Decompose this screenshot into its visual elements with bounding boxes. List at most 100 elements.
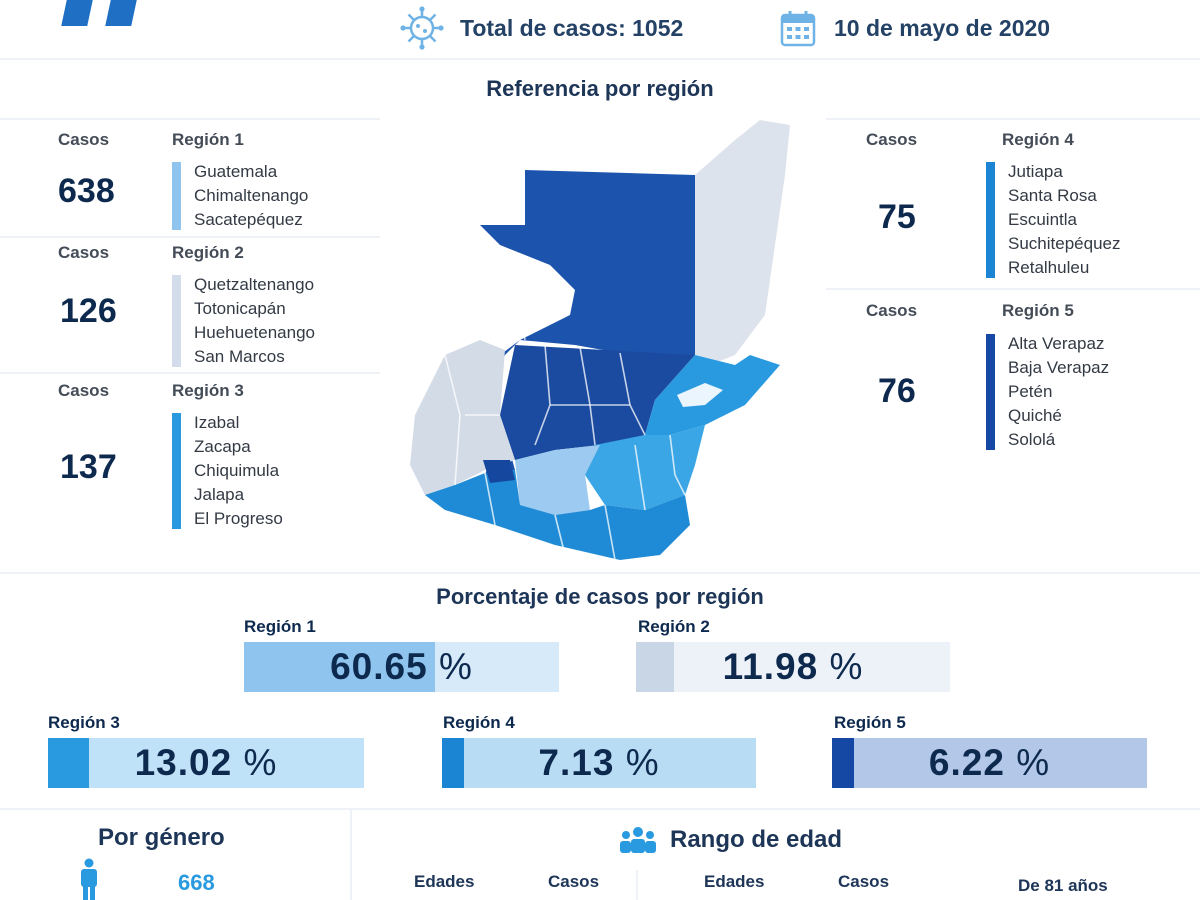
department-name: El Progreso [194, 509, 283, 528]
pct-bar-value: 6.22 % [832, 742, 1147, 784]
divider [0, 808, 1200, 810]
person-icon [81, 858, 97, 900]
divider [826, 118, 1200, 120]
pct-bar-value: 13.02 % [48, 742, 364, 784]
region-3-cases: 137 [60, 448, 117, 486]
divider [0, 236, 380, 238]
map-area-region-5 [480, 170, 695, 475]
age-group-81-plus: De 81 años [1018, 876, 1108, 895]
region-3-label: Región 3 [172, 381, 244, 400]
department-name: Quiché [1008, 406, 1062, 425]
department-name: Izabal [194, 413, 240, 432]
map-section-title: Referencia por región [486, 76, 714, 101]
department-name: Totonicapán [194, 299, 286, 318]
region-2-label: Región 2 [172, 243, 244, 262]
total-cases-label: Total de casos: 1052 [460, 14, 684, 41]
region-5-pct-bar: 6.22 % [832, 738, 1147, 788]
department-name: Alta Verapaz [1008, 334, 1105, 353]
pct-bar-value: 11.98 % [636, 646, 950, 688]
region-2-color-bar [172, 275, 181, 367]
pct-unit: % [243, 742, 278, 783]
region-4-color-bar [986, 162, 995, 278]
department-name: Petén [1008, 382, 1053, 401]
region-5-color-bar [986, 334, 995, 450]
region-5-label: Región 5 [1002, 301, 1074, 320]
pct-bar-fill [832, 738, 855, 788]
region-2-departments: Quetzaltenango Totonicapán Huehuetenango… [172, 273, 315, 369]
region-1-departments: Guatemala Chimaltenango Sacatepéquez [172, 160, 308, 232]
region-5-pct-label: Región 5 [834, 713, 906, 732]
people-group-icon [620, 827, 656, 853]
casos-label: Casos [58, 130, 110, 149]
region-1-pct-bar: 60.65 % [244, 642, 559, 692]
department-name: Jalapa [194, 485, 245, 504]
region-4-departments: Jutiapa Santa Rosa Escuintla Suchitepéqu… [986, 160, 1120, 280]
region-4-pct-bar: 7.13 % [442, 738, 756, 788]
department-name: Jutiapa [1008, 162, 1063, 181]
region-1-pct-label: Región 1 [244, 617, 316, 636]
region-4-label: Región 4 [1002, 130, 1074, 149]
region-5-departments: Alta Verapaz Baja Verapaz Petén Quiché S… [986, 332, 1109, 452]
department-name: Santa Rosa [1008, 186, 1097, 205]
department-name: San Marcos [194, 347, 285, 366]
age-col-edades-2: Edades [704, 872, 765, 891]
region-1-label: Región 1 [172, 130, 244, 149]
casos-label: Casos [866, 301, 918, 320]
department-name: Baja Verapaz [1008, 358, 1110, 377]
region-1-color-bar [172, 162, 181, 230]
virus-icon [400, 6, 444, 50]
male-count: 668 [178, 870, 215, 895]
region-1-cases: 638 [58, 172, 115, 210]
age-col-casos: Casos [548, 872, 600, 891]
pct-unit: % [438, 646, 473, 687]
map-area-solola [483, 460, 515, 483]
pct-unit: % [829, 646, 864, 687]
pct-number: 11.98 [722, 646, 830, 687]
pct-number: 6.22 [928, 742, 1017, 783]
department-name: Guatemala [194, 162, 278, 181]
ministry-logo [61, 0, 144, 30]
department-name: Chiquimula [194, 461, 280, 480]
divider [0, 58, 1200, 60]
casos-label: Casos [58, 243, 110, 262]
department-name: Chimaltenango [194, 186, 309, 205]
age-col-casos-2: Casos [838, 872, 890, 891]
department-name: Suchitepéquez [1008, 234, 1121, 253]
department-borders [444, 274, 686, 561]
department-name: Sacatepéquez [194, 210, 303, 229]
pct-bar-fill [636, 642, 674, 692]
age-range-header: Rango de edad [620, 826, 842, 854]
region-3-pct-label: Región 3 [48, 713, 120, 732]
department-name: Sololá [1008, 430, 1056, 449]
age-range-title: Rango de edad [670, 826, 843, 853]
report-date: 10 de mayo de 2020 [780, 6, 1050, 50]
pct-unit: % [625, 742, 660, 783]
casos-label: Casos [58, 381, 110, 400]
pct-bar-value: 60.65 % [244, 646, 559, 688]
region-2-pct-label: Región 2 [638, 617, 710, 636]
divider [0, 572, 1200, 574]
region-5-cases: 76 [878, 372, 916, 410]
map-area-region-4 [425, 470, 690, 560]
region-3-color-bar [172, 413, 181, 529]
gender-title: Por género [98, 824, 225, 851]
region-4-pct-label: Región 4 [443, 713, 515, 732]
map-area-region-1 [515, 445, 600, 515]
department-name: Escuintla [1008, 210, 1077, 229]
department-name: Zacapa [194, 437, 251, 456]
pct-bar-fill [244, 642, 436, 692]
map-area-region-2 [410, 340, 515, 495]
map-area-region-5-central [500, 345, 695, 460]
department-name: Retalhuleu [1008, 258, 1090, 277]
pct-number: 13.02 [134, 742, 244, 783]
casos-label: Casos [866, 130, 918, 149]
divider [0, 118, 380, 120]
department-name: Huehuetenango [194, 323, 316, 342]
pct-bar-fill [48, 738, 90, 788]
vertical-divider [350, 808, 352, 900]
map-area-lake-izabal [677, 383, 723, 407]
report-date-label: 10 de mayo de 2020 [834, 14, 1051, 41]
pct-number: 7.13 [538, 742, 626, 783]
pct-number: 60.65 [330, 646, 439, 687]
divider [0, 372, 380, 374]
